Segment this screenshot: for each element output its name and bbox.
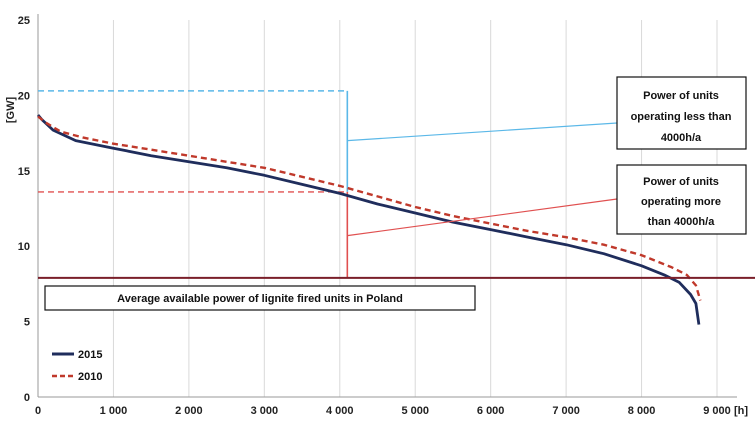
annotation-more-line-3: than 4000h/a <box>648 216 716 228</box>
annotation-average-box <box>44 285 476 311</box>
annotation-less-line-1: Power of units <box>643 90 719 102</box>
x-tick-label: 8 000 <box>628 405 656 417</box>
annotation-more-line-2: operating more <box>641 196 721 208</box>
annotation-more-line-1: Power of units <box>643 176 719 188</box>
annotation-less-box <box>616 76 747 150</box>
y-tick-label: 10 <box>18 241 30 253</box>
annotation-average-text: Average available power of lignite fired… <box>117 293 403 305</box>
series-line-2015 <box>36 114 701 325</box>
axes <box>37 14 737 398</box>
less-than-leader-line <box>347 122 618 142</box>
y-tick-label: 0 <box>24 392 30 404</box>
annotation-more-than: Power of units operating more than 4000h… <box>616 164 747 235</box>
x-tick-label: 3 000 <box>251 405 279 417</box>
x-tick-label: 1 000 <box>100 405 128 417</box>
y-axis-label: [GW] <box>5 97 17 124</box>
x-tick-label: 6 000 <box>477 405 505 417</box>
annotation-average: Average available power of lignite fired… <box>44 285 476 311</box>
y-tick-label: 15 <box>18 166 30 178</box>
legend: 2015 2010 <box>52 349 102 383</box>
x-tick-label: 7 000 <box>552 405 580 417</box>
x-tick-label: 4 000 <box>326 405 354 417</box>
annotation-more-box <box>616 164 747 235</box>
threshold-markers <box>38 90 349 278</box>
legend-label-2010: 2010 <box>78 371 102 383</box>
annotation-less-line-3: 4000h/a <box>661 132 702 144</box>
annotation-less-than: Power of units operating less than 4000h… <box>616 76 747 150</box>
series-lines <box>36 114 702 325</box>
annotation-less-line-2: operating less than <box>631 111 732 123</box>
x-tick-label: 9 000 <box>703 405 731 417</box>
series-line-2010 <box>37 115 702 301</box>
y-tick-label: 25 <box>18 15 30 27</box>
y-tick-label: 20 <box>18 90 30 102</box>
x-tick-label: 0 <box>35 405 41 417</box>
x-axis-label: [h] <box>734 405 748 417</box>
y-tick-labels: 0 5 10 15 20 25 <box>18 15 30 404</box>
x-tick-labels: 0 1 000 2 000 3 000 4 000 5 000 6 000 7 000 8 00… <box>35 405 731 417</box>
more-than-leader-line <box>347 198 618 237</box>
x-tick-label: 5 000 <box>401 405 429 417</box>
x-tick-label: 2 000 <box>175 405 203 417</box>
annotation-leader-lines <box>347 122 618 237</box>
y-tick-label: 5 <box>24 317 30 329</box>
legend-label-2015: 2015 <box>78 349 102 361</box>
